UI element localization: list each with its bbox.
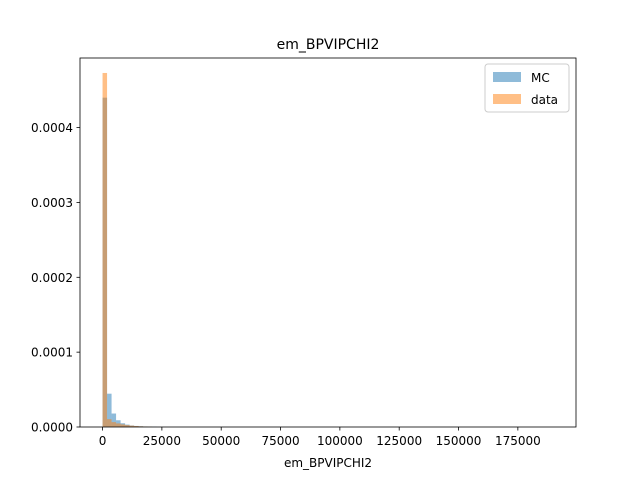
y-tick-label: 0.0001: [31, 346, 73, 360]
x-tick-label: 150000: [436, 434, 482, 448]
legend: MC data: [485, 64, 569, 112]
x-tick-label: 25000: [143, 434, 181, 448]
legend-swatch-data: [493, 94, 521, 104]
x-tick-label: 100000: [317, 434, 363, 448]
x-tick-label: 0: [99, 434, 107, 448]
x-tick-label: 125000: [376, 434, 422, 448]
bar-data-1: [107, 419, 112, 427]
chart-title: em_BPVIPCHI2: [277, 37, 380, 53]
legend-swatch-mc: [493, 72, 521, 82]
bar-data-0: [103, 73, 108, 427]
y-tick-label: 0.0004: [31, 121, 73, 135]
x-tick-label: 50000: [202, 434, 240, 448]
y-tick-label: 0.0000: [31, 421, 73, 435]
bar-data-2: [112, 422, 117, 427]
x-tick-label: 75000: [261, 434, 299, 448]
y-tick-label: 0.0003: [31, 196, 73, 210]
x-axis-label: em_BPVIPCHI2: [284, 456, 372, 470]
y-tick-label: 0.0002: [31, 271, 73, 285]
bar-data-3: [116, 423, 121, 427]
legend-label-mc: MC: [531, 71, 550, 85]
x-tick-label: 175000: [495, 434, 541, 448]
legend-label-data: data: [531, 93, 558, 107]
